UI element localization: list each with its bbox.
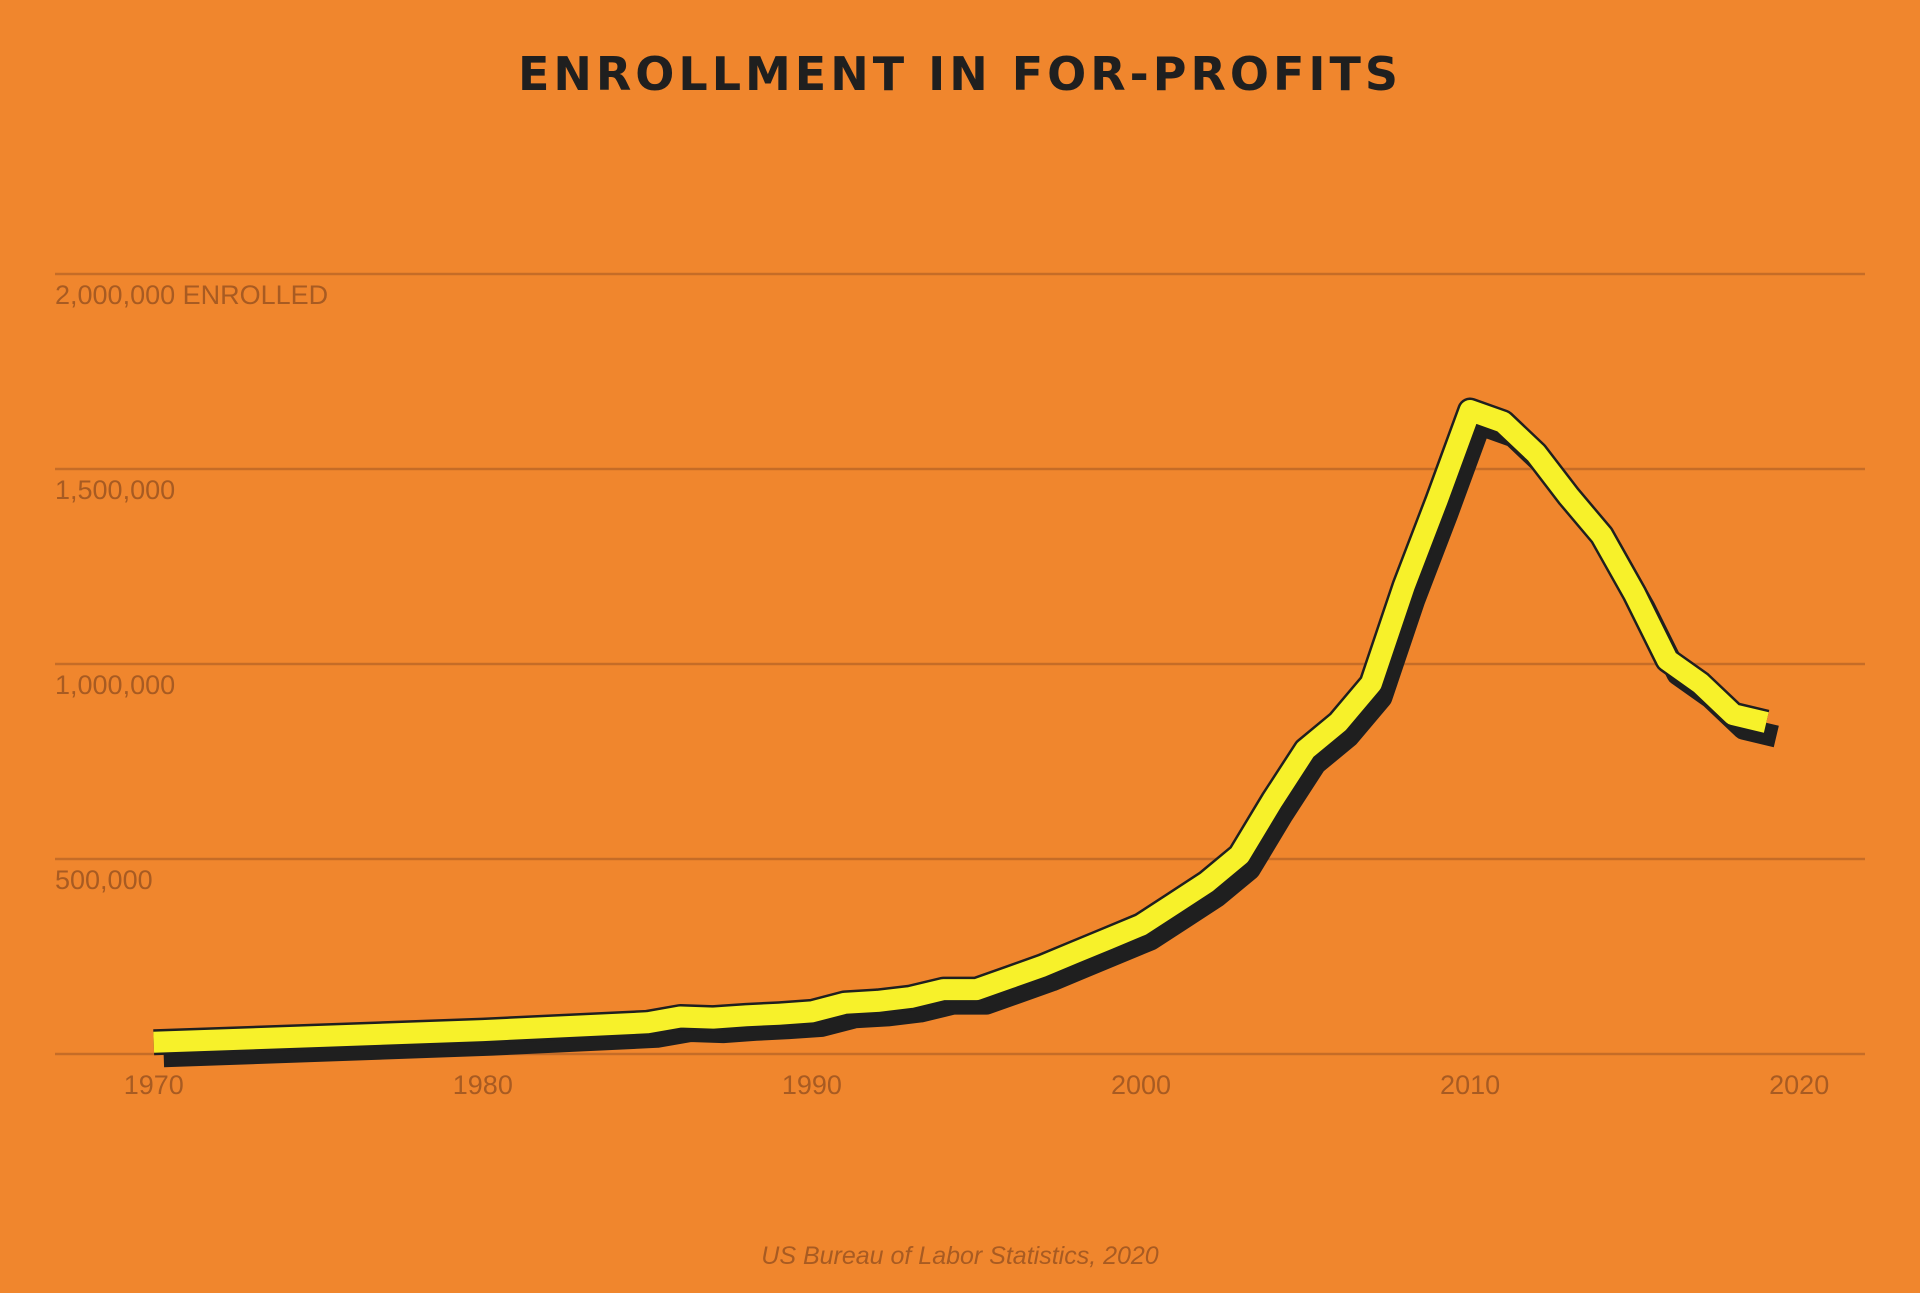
data-point	[1172, 902, 1175, 905]
x-tick-label: 1970	[124, 1070, 184, 1100]
data-point	[1041, 965, 1044, 968]
data-point	[1205, 881, 1208, 884]
y-tick-label: 1,000,000	[55, 670, 175, 700]
data-point	[1403, 585, 1406, 588]
x-axis-labels: 1970 1980 1990 2000 2010 2020	[124, 1070, 1830, 1100]
data-point	[1567, 495, 1570, 498]
series-lines	[152, 397, 1779, 1068]
source-note: US Bureau of Labor Statistics, 2020	[761, 1242, 1159, 1270]
data-point	[1140, 924, 1143, 927]
data-point	[1370, 682, 1373, 685]
y-tick-label: 2,000,000 ENROLLED	[55, 280, 328, 310]
series-line-outline	[153, 397, 1770, 1056]
data-point	[679, 1016, 682, 1019]
data-point	[152, 1041, 155, 1044]
y-tick-label: 500,000	[55, 865, 153, 895]
x-tick-label: 2020	[1769, 1070, 1829, 1100]
data-point	[1008, 977, 1011, 980]
data-point	[909, 996, 912, 999]
data-point	[1666, 659, 1669, 662]
data-point	[1107, 938, 1110, 941]
data-point	[942, 988, 945, 991]
data-point	[1074, 951, 1077, 954]
data-point	[1600, 534, 1603, 537]
data-point	[876, 1000, 879, 1003]
x-tick-label: 1980	[453, 1070, 513, 1100]
data-point	[810, 1010, 813, 1013]
data-point	[1502, 421, 1505, 424]
data-point	[1238, 854, 1241, 857]
series-line-shadow	[163, 413, 1779, 1068]
chart-title: ENROLLMENT IN FOR-PROFITS	[518, 47, 1402, 101]
data-point	[1732, 713, 1735, 716]
data-point	[1699, 682, 1702, 685]
data-point	[712, 1017, 715, 1020]
data-point	[1337, 721, 1340, 724]
series-line	[153, 400, 1769, 1053]
x-tick-label: 2000	[1111, 1070, 1171, 1100]
data-point	[1765, 721, 1768, 724]
grid-lines	[55, 272, 1865, 1056]
x-tick-label: 1990	[782, 1070, 842, 1100]
y-tick-label: 1,500,000	[55, 475, 175, 505]
data-point	[1271, 799, 1274, 802]
data-point	[975, 988, 978, 991]
data-point	[1469, 409, 1472, 412]
x-tick-label: 2010	[1440, 1070, 1500, 1100]
data-point	[646, 1021, 649, 1024]
data-point	[843, 1002, 846, 1005]
data-point	[481, 1029, 484, 1032]
data-point	[1304, 748, 1307, 751]
data-point	[1633, 592, 1636, 595]
data-point	[1436, 499, 1439, 502]
data-point	[778, 1013, 781, 1016]
data-point	[317, 1035, 320, 1038]
data-point	[1534, 452, 1537, 455]
data-point	[745, 1014, 748, 1017]
y-axis-labels: 500,000 1,000,000 1,500,000 2,000,000 ENROL…	[55, 280, 328, 895]
